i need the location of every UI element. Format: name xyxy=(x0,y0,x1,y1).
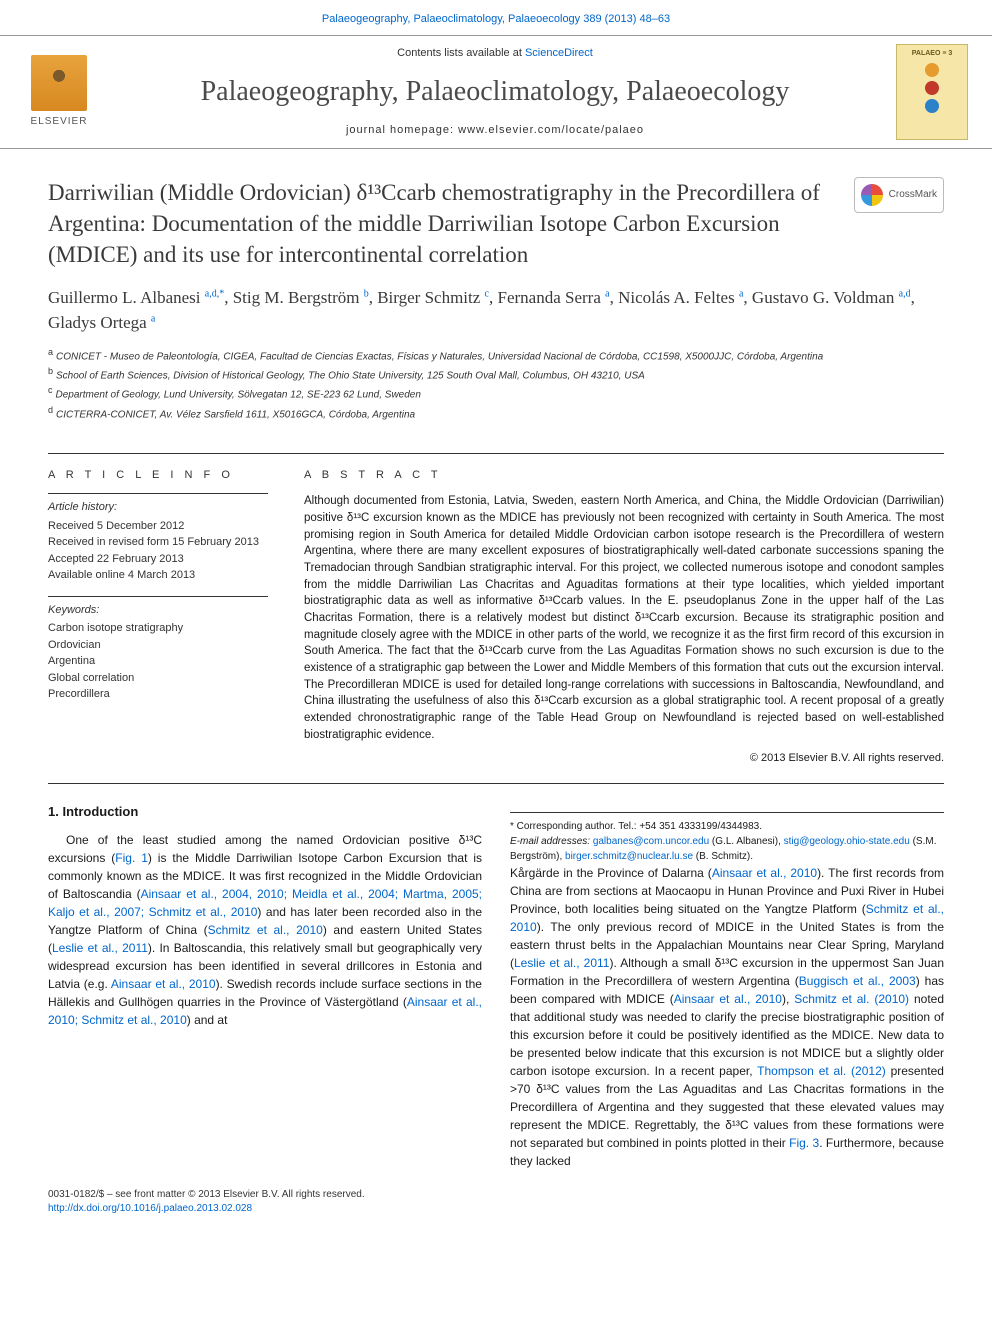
article-header-block: CrossMark Darriwilian (Middle Ordovician… xyxy=(0,149,992,434)
keyword-line: Global correlation xyxy=(48,670,268,687)
history-line: Received 5 December 2012 xyxy=(48,518,268,535)
abstract-copyright: © 2013 Elsevier B.V. All rights reserved… xyxy=(304,751,944,766)
ref-link[interactable]: Fig. 1 xyxy=(115,851,148,865)
sciencedirect-link[interactable]: ScienceDirect xyxy=(525,47,593,59)
crossmark-label: CrossMark xyxy=(889,188,937,202)
email-label: E-mail addresses: xyxy=(510,836,593,847)
citation-link[interactable]: Palaeogeography, Palaeoclimatology, Pala… xyxy=(322,13,670,25)
elsevier-tree-icon xyxy=(31,55,87,111)
email-link[interactable]: galbanes@com.uncor.edu xyxy=(593,836,709,847)
history-line: Accepted 22 February 2013 xyxy=(48,551,268,568)
article-info-heading: A R T I C L E I N F O xyxy=(48,468,268,483)
abstract-heading: A B S T R A C T xyxy=(304,468,944,483)
keyword-line: Argentina xyxy=(48,653,268,670)
keyword-line: Carbon isotope stratigraphy xyxy=(48,620,268,637)
ref-link[interactable]: Buggisch et al., 2003 xyxy=(799,974,916,988)
info-abstract-row: A R T I C L E I N F O Article history: R… xyxy=(0,454,992,767)
front-matter-line: 0031-0182/$ – see front matter © 2013 El… xyxy=(48,1188,944,1202)
ref-link[interactable]: Ainsaar et al., 2010 xyxy=(674,992,782,1006)
cover-dot-1 xyxy=(925,63,939,77)
keyword-line: Ordovician xyxy=(48,637,268,654)
ref-link[interactable]: Thompson et al. (2012) xyxy=(757,1064,886,1078)
email-link[interactable]: stig@geology.ohio-state.edu xyxy=(784,836,910,847)
affiliations: aCONICET - Museo de Paleontología, CIGEA… xyxy=(48,346,944,422)
homepage-line: journal homepage: www.elsevier.com/locat… xyxy=(110,123,880,138)
keywords-label: Keywords: xyxy=(48,603,268,618)
footer-bar: 0031-0182/$ – see front matter © 2013 El… xyxy=(0,1180,992,1232)
cover-dot-2 xyxy=(925,81,939,95)
history-line: Available online 4 March 2013 xyxy=(48,567,268,584)
footnotes-block: * Corresponding author. Tel.: +54 351 43… xyxy=(510,812,944,864)
email-who: (B. Schmitz). xyxy=(693,851,753,862)
ref-link[interactable]: Ainsaar et al., 2010; Schmitz et al., 20… xyxy=(48,995,482,1027)
abstract-column: A B S T R A C T Although documented from… xyxy=(304,468,944,767)
cover-dot-3 xyxy=(925,99,939,113)
email-link[interactable]: birger.schmitz@nuclear.lu.se xyxy=(565,851,693,862)
contents-prefix: Contents lists available at xyxy=(397,47,525,59)
contents-line: Contents lists available at ScienceDirec… xyxy=(110,46,880,61)
homepage-url: www.elsevier.com/locate/palaeo xyxy=(458,124,644,136)
journal-cover-thumb: PALAEO ≡ 3 xyxy=(896,44,968,140)
intro-para-2: Kårgärde in the Province of Dalarna (Ain… xyxy=(510,864,944,1170)
affiliation-line: dCICTERRA-CONICET, Av. Vélez Sarsfield 1… xyxy=(48,404,944,422)
affiliation-line: aCONICET - Museo de Paleontología, CIGEA… xyxy=(48,346,944,364)
email-who: (G.L. Albanesi), xyxy=(709,836,783,847)
ref-link[interactable]: Fig. 3 xyxy=(789,1136,819,1150)
journal-masthead: ELSEVIER Contents lists available at Sci… xyxy=(0,35,992,149)
ref-link[interactable]: Schmitz et al., 2010 xyxy=(510,902,944,934)
ref-link[interactable]: Leslie et al., 2011 xyxy=(52,941,148,955)
article-history-block: Article history: Received 5 December 201… xyxy=(48,493,268,583)
affiliation-line: bSchool of Earth Sciences, Division of H… xyxy=(48,365,944,383)
ref-link[interactable]: Ainsaar et al., 2010 xyxy=(712,866,817,880)
journal-name: Palaeogeography, Palaeoclimatology, Pala… xyxy=(110,72,880,111)
keywords-block: Keywords: Carbon isotope stratigraphyOrd… xyxy=(48,596,268,703)
doi-link[interactable]: http://dx.doi.org/10.1016/j.palaeo.2013.… xyxy=(48,1203,252,1214)
crossmark-badge[interactable]: CrossMark xyxy=(854,177,944,213)
corresponding-author: * Corresponding author. Tel.: +54 351 43… xyxy=(510,819,944,834)
ref-link[interactable]: Ainsaar et al., 2010 xyxy=(111,977,216,991)
article-info-column: A R T I C L E I N F O Article history: R… xyxy=(48,468,268,767)
article-title: Darriwilian (Middle Ordovician) δ¹³Ccarb… xyxy=(48,177,944,270)
affiliation-line: cDepartment of Geology, Lund University,… xyxy=(48,384,944,402)
keyword-line: Precordillera xyxy=(48,686,268,703)
corr-label: * Corresponding author. Tel.: xyxy=(510,821,639,832)
corr-tel: +54 351 4333199/4344983. xyxy=(639,821,762,832)
elsevier-logo: ELSEVIER xyxy=(24,53,94,131)
author-list: Guillermo L. Albanesi a,d,*, Stig M. Ber… xyxy=(48,285,944,336)
masthead-center: Contents lists available at ScienceDirec… xyxy=(110,46,880,138)
article-history-label: Article history: xyxy=(48,500,268,515)
ref-link[interactable]: Ainsaar et al., 2004, 2010; Meidla et al… xyxy=(48,887,482,919)
elsevier-wordmark: ELSEVIER xyxy=(31,115,88,129)
intro-para-1: One of the least studied among the named… xyxy=(48,831,482,1029)
citation-header: Palaeogeography, Palaeoclimatology, Pala… xyxy=(0,0,992,35)
homepage-prefix: journal homepage: xyxy=(346,124,458,136)
cover-label: PALAEO ≡ 3 xyxy=(912,49,953,59)
body-two-column: 1. Introduction One of the least studied… xyxy=(0,784,992,1180)
crossmark-icon xyxy=(861,184,883,206)
email-addresses: E-mail addresses: galbanes@com.uncor.edu… xyxy=(510,834,944,864)
ref-link[interactable]: Schmitz et al., 2010 xyxy=(208,923,323,937)
ref-link[interactable]: Schmitz et al. (2010) xyxy=(794,992,909,1006)
history-line: Received in revised form 15 February 201… xyxy=(48,534,268,551)
section-heading-intro: 1. Introduction xyxy=(48,802,482,822)
ref-link[interactable]: Leslie et al., 2011 xyxy=(514,956,609,970)
abstract-text: Although documented from Estonia, Latvia… xyxy=(304,493,944,743)
